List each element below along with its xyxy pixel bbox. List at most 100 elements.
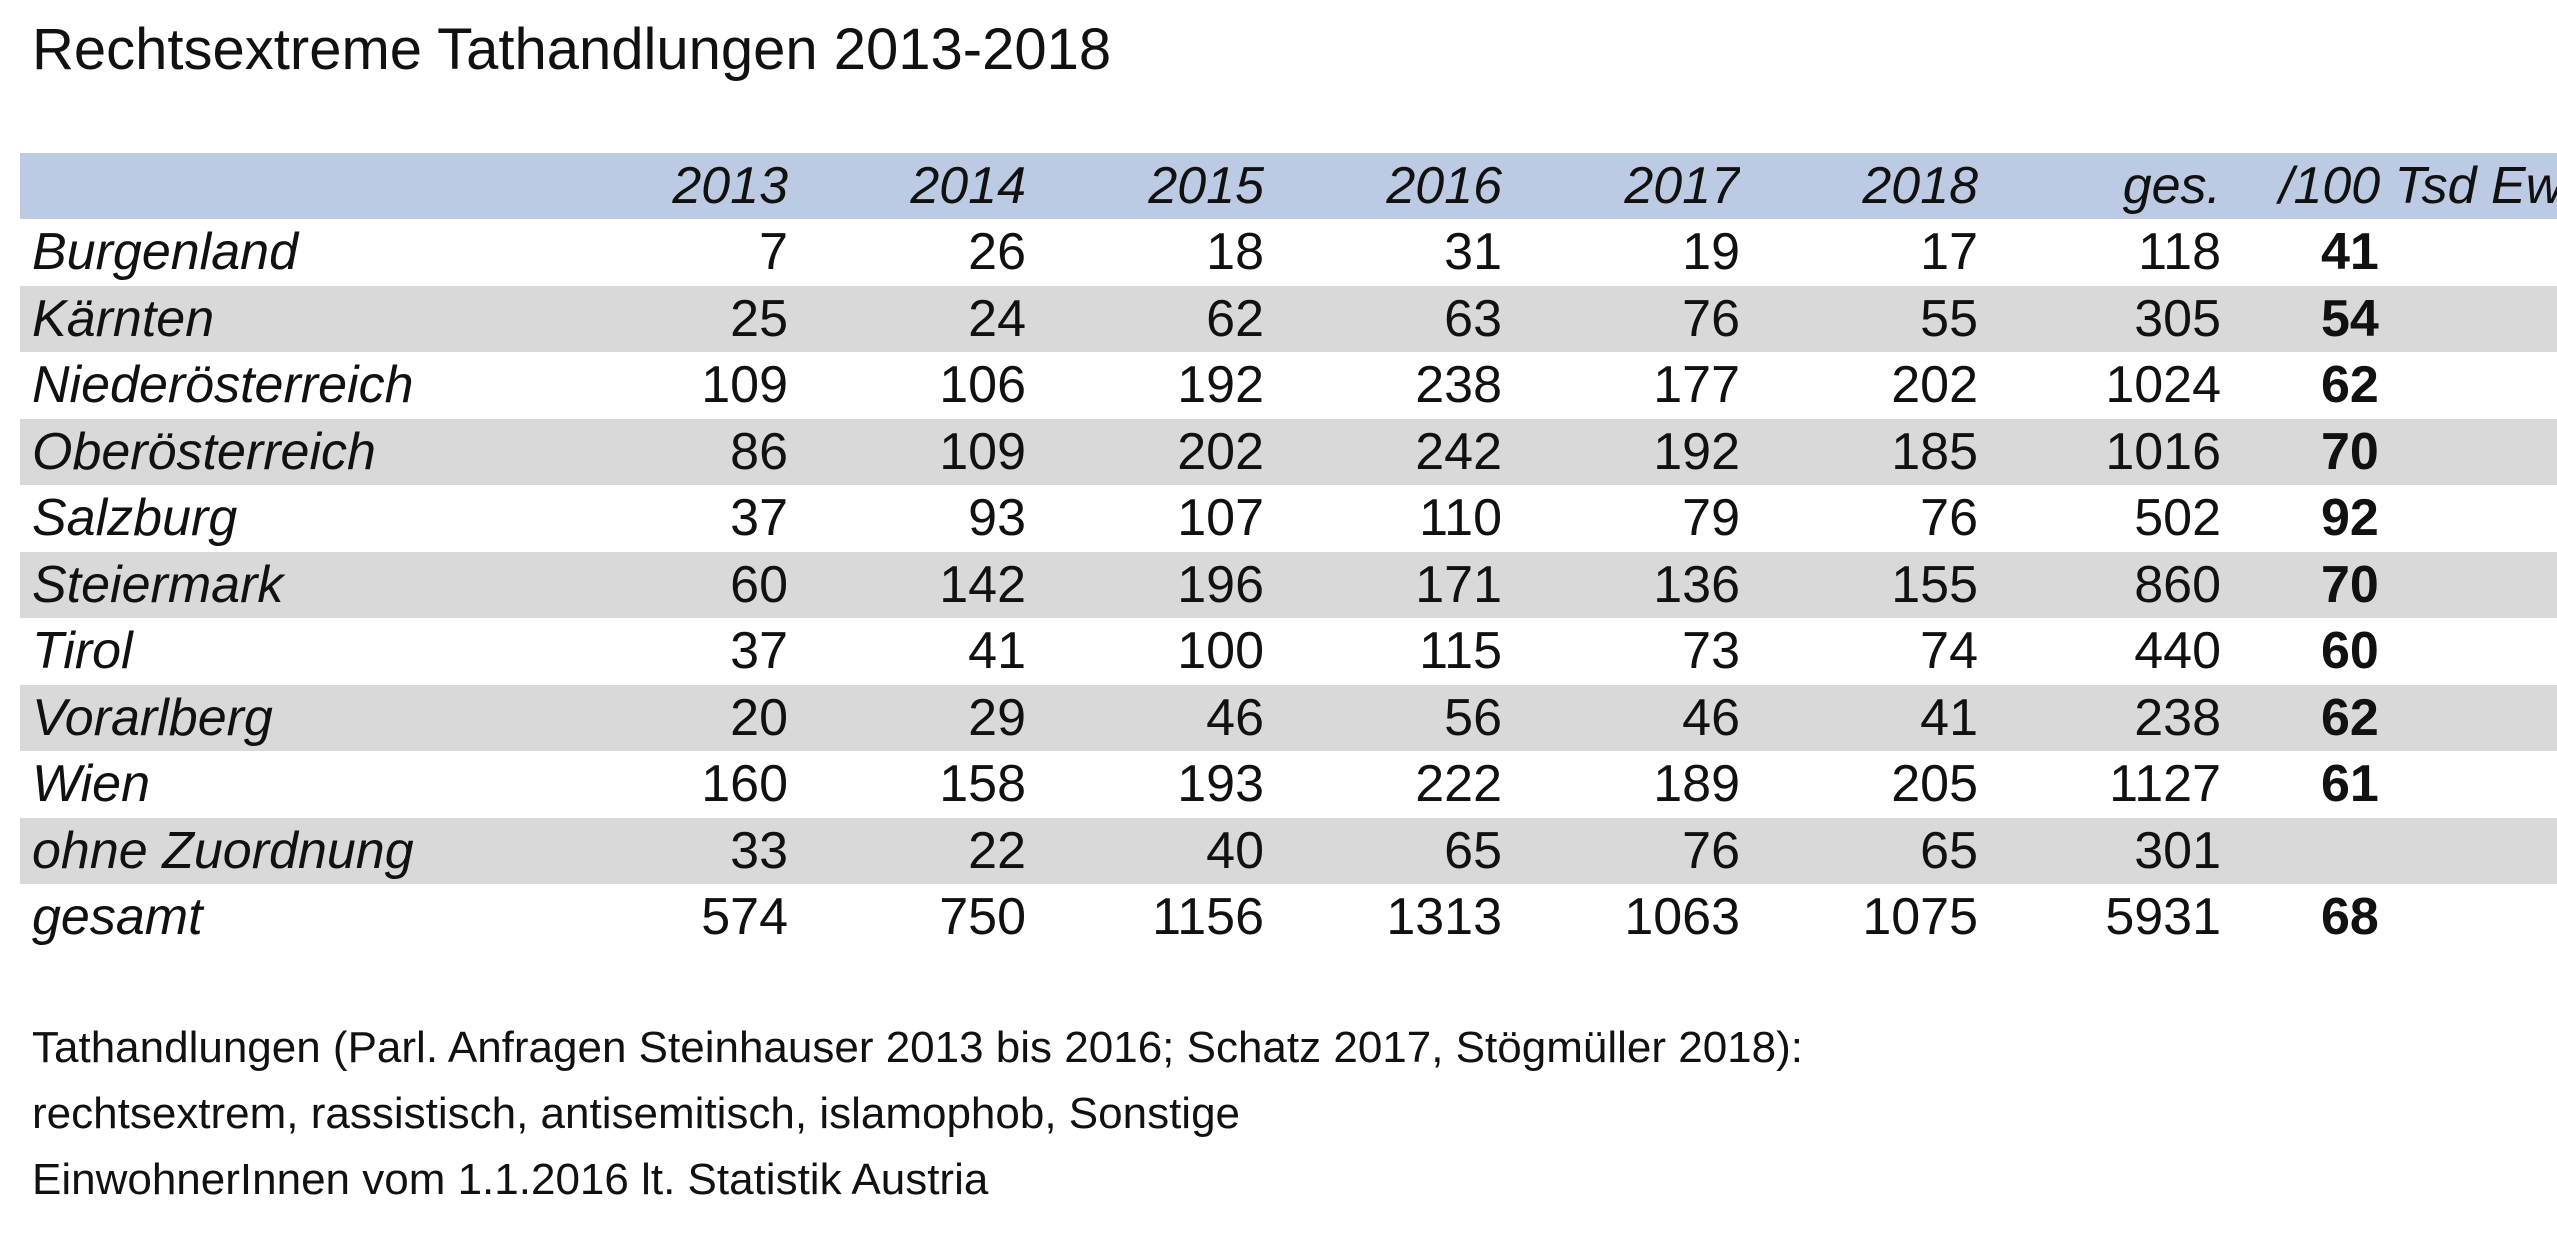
value-cell: 1313	[1386, 888, 1502, 947]
per100k-cell: 68	[2321, 888, 2379, 947]
value-cell: 55	[1920, 289, 1978, 348]
value-cell: 7	[759, 223, 788, 282]
header-cell-2016: 2016	[1386, 157, 1502, 215]
value-cell: 192	[1177, 356, 1264, 415]
total-cell: 1127	[2109, 755, 2221, 814]
value-cell: 110	[1419, 489, 1502, 548]
value-cell: 62	[1206, 289, 1264, 348]
header-cell-2018: 2018	[1862, 157, 1978, 215]
value-cell: 76	[1682, 821, 1740, 880]
value-cell: 155	[1891, 555, 1978, 614]
header-cell-2015: 2015	[1148, 157, 1264, 215]
value-cell: 24	[968, 289, 1026, 348]
value-cell: 750	[939, 888, 1026, 947]
value-cell: 20	[730, 688, 788, 747]
value-cell: 76	[1682, 289, 1740, 348]
total-cell: 860	[2134, 555, 2221, 614]
value-cell: 37	[730, 489, 788, 548]
row-label-cell: ohne Zuordnung	[32, 821, 414, 880]
value-cell: 73	[1682, 622, 1740, 681]
row-label-cell: gesamt	[32, 888, 203, 947]
value-cell: 158	[939, 755, 1026, 814]
value-cell: 202	[1891, 356, 1978, 415]
table-row: Niederösterreich 109 106 192 238 177 202 1024 62	[20, 352, 2557, 419]
table-row: Burgenland 7 26 18 31 19 17 118 41	[20, 219, 2557, 286]
value-cell: 93	[968, 489, 1026, 548]
row-label-cell: Oberösterreich	[32, 422, 376, 481]
total-cell: 301	[2134, 821, 2221, 880]
value-cell: 60	[730, 555, 788, 614]
value-cell: 196	[1177, 555, 1264, 614]
value-cell: 109	[701, 356, 788, 415]
value-cell: 74	[1920, 622, 1978, 681]
value-cell: 205	[1891, 755, 1978, 814]
data-table: 2013 2014 2015 2016 2017 2018 ges. /100 …	[20, 153, 2557, 951]
per100k-cell: 62	[2321, 356, 2379, 415]
row-label-cell: Burgenland	[32, 223, 298, 282]
table-row: gesamt 574 750 1156 1313 1063 1075 5931 68	[20, 884, 2557, 951]
value-cell: 22	[968, 821, 1026, 880]
value-cell: 18	[1206, 223, 1264, 282]
value-cell: 76	[1920, 489, 1978, 548]
table-row: Kärnten 25 24 62 63 76 55 305 54	[20, 285, 2557, 352]
row-label-cell: Tirol	[32, 622, 133, 681]
value-cell: 574	[701, 888, 788, 947]
value-cell: 17	[1920, 223, 1978, 282]
value-cell: 29	[968, 688, 1026, 747]
value-cell: 33	[730, 821, 788, 880]
table-row: Tirol 37 41 100 115 73 74 440 60	[20, 618, 2557, 685]
per100k-cell: 54	[2321, 289, 2379, 348]
value-cell: 171	[1415, 555, 1502, 614]
value-cell: 193	[1177, 755, 1264, 814]
per100k-cell: 60	[2321, 622, 2379, 681]
footnote-line: EinwohnerInnen vom 1.1.2016 lt. Statisti…	[32, 1155, 989, 1204]
value-cell: 65	[1444, 821, 1502, 880]
total-cell: 305	[2134, 289, 2221, 348]
table-row: Salzburg 37 93 107 110 79 76 502 92	[20, 485, 2557, 552]
value-cell: 19	[1682, 223, 1740, 282]
total-cell: 118	[2138, 223, 2221, 282]
per100k-cell: 62	[2321, 688, 2379, 747]
value-cell: 242	[1415, 422, 1502, 481]
value-cell: 46	[1206, 688, 1264, 747]
value-cell: 136	[1653, 555, 1740, 614]
value-cell: 79	[1682, 489, 1740, 548]
value-cell: 222	[1415, 755, 1502, 814]
per100k-cell: 92	[2321, 489, 2379, 548]
row-label-cell: Vorarlberg	[32, 688, 273, 747]
table-row: Steiermark 60 142 196 171 136 155 860 70	[20, 551, 2557, 618]
value-cell: 177	[1653, 356, 1740, 415]
value-cell: 202	[1177, 422, 1264, 481]
value-cell: 56	[1444, 688, 1502, 747]
table-row: ohne Zuordnung 33 22 40 65 76 65 301	[20, 817, 2557, 884]
value-cell: 1156	[1152, 888, 1264, 947]
header-cell-2017: 2017	[1624, 157, 1740, 215]
footnotes: Tathandlungen (Parl. Anfragen Steinhause…	[32, 1015, 1803, 1213]
value-cell: 1063	[1624, 888, 1740, 947]
footnote-line: Tathandlungen (Parl. Anfragen Steinhause…	[32, 1023, 1803, 1072]
per100k-cell: 61	[2321, 755, 2379, 814]
header-row: 2013 2014 2015 2016 2017 2018 ges. /100 …	[20, 153, 2557, 219]
total-cell: 502	[2134, 489, 2221, 548]
value-cell: 192	[1653, 422, 1740, 481]
row-label-cell: Niederösterreich	[32, 356, 414, 415]
value-cell: 142	[939, 555, 1026, 614]
value-cell: 100	[1177, 622, 1264, 681]
row-label-cell: Wien	[32, 755, 151, 814]
value-cell: 26	[968, 223, 1026, 282]
row-label-cell: Steiermark	[32, 555, 284, 614]
value-cell: 63	[1444, 289, 1502, 348]
value-cell: 106	[939, 356, 1026, 415]
table-row: Oberösterreich 86 109 202 242 192 185 1016 70	[20, 418, 2557, 485]
row-label-cell: Kärnten	[32, 289, 215, 348]
total-cell: 440	[2134, 622, 2221, 681]
total-cell: 238	[2134, 688, 2221, 747]
value-cell: 41	[1920, 688, 1978, 747]
value-cell: 46	[1682, 688, 1740, 747]
per100k-cell: 70	[2321, 555, 2379, 614]
value-cell: 40	[1206, 821, 1264, 880]
footnote-line: rechtsextrem, rassistisch, antisemitisch…	[32, 1089, 1241, 1138]
table-row: Wien 160 158 193 222 189 205 1127 61	[20, 751, 2557, 818]
value-cell: 185	[1891, 422, 1978, 481]
page-title: Rechtsextreme Tathandlungen 2013-2018	[32, 17, 1112, 82]
